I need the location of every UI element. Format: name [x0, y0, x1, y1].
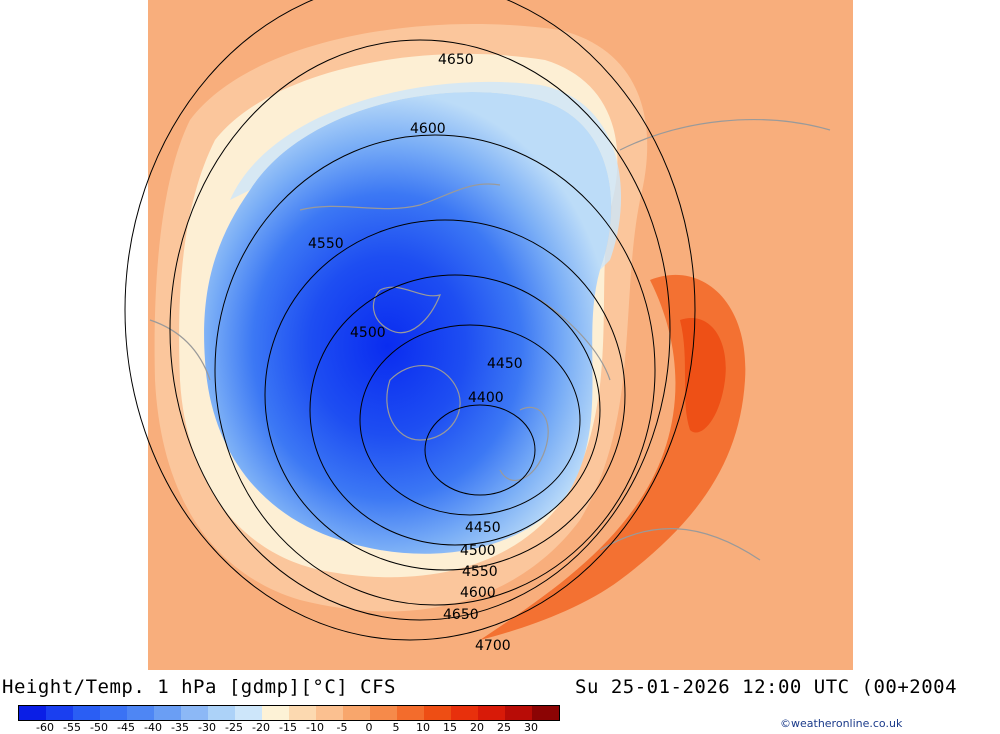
- hot-core: [680, 318, 726, 433]
- contour-label: 4500: [350, 325, 386, 341]
- colorbar-tick-label: -45: [117, 721, 135, 734]
- contour-label: 4600: [410, 121, 446, 137]
- contour-label: 4650: [443, 607, 479, 623]
- warm-anomaly: [480, 274, 746, 640]
- colorbar-tick-label: 20: [470, 721, 484, 734]
- colorbar-swatch: [181, 706, 208, 720]
- contour-label: 4550: [462, 564, 498, 580]
- colorbar-swatch: [19, 706, 46, 720]
- colorbar-tick-label: 15: [443, 721, 457, 734]
- colorbar-tick-label: -40: [144, 721, 162, 734]
- contour-label: 4650: [438, 52, 474, 68]
- colorbar-swatch: [235, 706, 262, 720]
- colorbar-swatch: [451, 706, 478, 720]
- colorbar-swatch: [424, 706, 451, 720]
- colorbar-swatch: [343, 706, 370, 720]
- colorbar-tick-label: 30: [524, 721, 538, 734]
- colorbar-swatch: [397, 706, 424, 720]
- colorbar-swatch: [100, 706, 127, 720]
- colorbar-tick-label: -5: [336, 721, 348, 734]
- contour-labels: 4400 4450 4450 4500 4500 4550 4550 4600 …: [308, 52, 523, 654]
- contour-label: 4450: [487, 356, 523, 372]
- colorbar-swatch: [73, 706, 100, 720]
- colorbar-tick-label: -10: [306, 721, 324, 734]
- colorbar-tick-label: -20: [252, 721, 270, 734]
- credit-link[interactable]: ©weatheronline.co.uk: [780, 717, 903, 730]
- colorbar-swatch: [127, 706, 154, 720]
- colorbar-tick-label: -60: [36, 721, 54, 734]
- colorbar-tick-label: -15: [279, 721, 297, 734]
- map-right-margin: [853, 0, 1000, 670]
- colorbar-tick-label: 0: [365, 721, 373, 734]
- temperature-colorbar: [18, 705, 560, 721]
- colorbar-swatch: [154, 706, 181, 720]
- contour-label: 4450: [465, 520, 501, 536]
- cold-vortex: [204, 92, 612, 554]
- colorbar-tick-label: -35: [171, 721, 189, 734]
- colorbar-tick-label: 5: [392, 721, 400, 734]
- colorbar-swatch: [532, 706, 559, 720]
- height-contours: [124, 0, 696, 641]
- contour-label: 4700: [475, 638, 511, 654]
- colorbar-swatch: [478, 706, 505, 720]
- contour-label: 4400: [468, 390, 504, 406]
- colorbar-swatch: [262, 706, 289, 720]
- colorbar-swatch: [316, 706, 343, 720]
- colorbar-swatch: [505, 706, 532, 720]
- colorbar-tick-label: 10: [416, 721, 430, 734]
- contour-label: 4550: [308, 236, 344, 252]
- colorbar-swatch: [46, 706, 73, 720]
- map-title: Height/Temp. 1 hPa [gdmp][°C] CFS: [2, 676, 396, 698]
- map-left-margin: [0, 0, 148, 670]
- coastlines: [149, 119, 831, 561]
- weather-map: 4400 4450 4450 4500 4500 4550 4550 4600 …: [0, 0, 1000, 670]
- contour-label: 4500: [460, 543, 496, 559]
- colorbar-swatch: [370, 706, 397, 720]
- colorbar-tick-label: -25: [225, 721, 243, 734]
- colorbar-tick-label: -50: [90, 721, 108, 734]
- colorbar-swatch: [289, 706, 316, 720]
- colorbar-tick-label: -30: [198, 721, 216, 734]
- colorbar-swatch: [208, 706, 235, 720]
- colorbar-tick-label: -55: [63, 721, 81, 734]
- colorbar-tick-label: 25: [497, 721, 511, 734]
- contour-label: 4600: [460, 585, 496, 601]
- map-valid-time: Su 25-01-2026 12:00 UTC (00+2004: [575, 676, 958, 698]
